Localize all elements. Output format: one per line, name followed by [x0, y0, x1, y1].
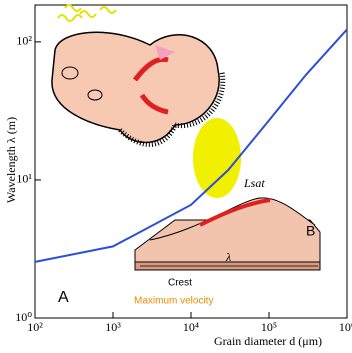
x-tick-label: 10³ [105, 320, 121, 334]
x-tick-label: 10⁶ [339, 320, 352, 334]
annotation: Maximum velocity [134, 296, 213, 307]
y-tick-label: 10⁰ [15, 310, 32, 324]
x-axis-label: Grain diameter d (μm) [214, 334, 322, 348]
y-axis-label: Wavelength λ (m) [4, 117, 18, 203]
y-tick-label: 10² [16, 34, 32, 48]
annotation: λ [225, 250, 231, 264]
annotation: Lsat [243, 176, 265, 190]
y-tick-label: 10¹ [16, 172, 32, 186]
x-tick-label: 10² [27, 320, 43, 334]
annotation: Crest [168, 278, 192, 289]
illustration [51, 4, 321, 271]
x-tick-label: 10⁵ [261, 320, 277, 334]
line [34, 28, 348, 263]
annotation: A [58, 289, 69, 306]
x-tick-label: 10⁴ [183, 320, 199, 334]
annotation: B [306, 223, 315, 239]
